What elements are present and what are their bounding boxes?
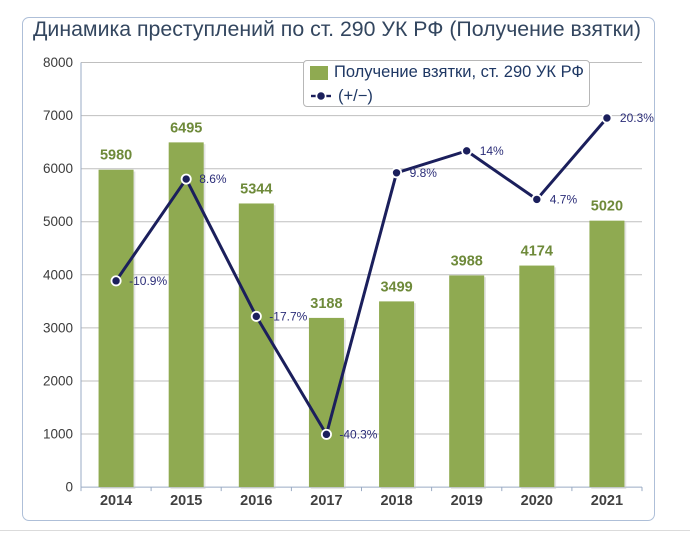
svg-text:3000: 3000 — [43, 320, 73, 335]
svg-text:3188: 3188 — [310, 296, 342, 312]
svg-text:5000: 5000 — [43, 214, 73, 229]
svg-text:2000: 2000 — [43, 374, 73, 389]
svg-text:2015: 2015 — [170, 493, 202, 509]
svg-text:-10.9%: -10.9% — [129, 274, 167, 288]
svg-text:2017: 2017 — [310, 493, 342, 509]
svg-text:20.3%: 20.3% — [620, 111, 654, 125]
svg-text:3499: 3499 — [380, 279, 412, 295]
svg-text:9.8%: 9.8% — [410, 166, 438, 180]
svg-text:4174: 4174 — [521, 244, 553, 260]
svg-text:8.6%: 8.6% — [199, 172, 227, 186]
svg-text:1000: 1000 — [43, 427, 73, 442]
svg-text:5980: 5980 — [100, 148, 132, 164]
svg-text:4000: 4000 — [43, 267, 73, 282]
svg-text:8000: 8000 — [43, 55, 73, 70]
svg-text:3988: 3988 — [451, 253, 483, 269]
svg-text:2020: 2020 — [521, 493, 553, 509]
svg-text:0: 0 — [65, 480, 73, 495]
svg-text:2019: 2019 — [451, 493, 483, 509]
svg-text:2021: 2021 — [591, 493, 623, 509]
svg-text:14%: 14% — [480, 144, 504, 158]
svg-text:5020: 5020 — [591, 199, 623, 215]
svg-text:6495: 6495 — [170, 120, 202, 136]
svg-text:2016: 2016 — [240, 493, 272, 509]
svg-text:2018: 2018 — [380, 493, 412, 509]
svg-text:-17.7%: -17.7% — [269, 309, 307, 323]
svg-text:4.7%: 4.7% — [550, 192, 578, 206]
svg-text:5344: 5344 — [240, 182, 272, 198]
svg-text:-40.3%: -40.3% — [339, 427, 377, 441]
svg-text:6000: 6000 — [43, 161, 73, 176]
svg-text:2014: 2014 — [100, 493, 132, 509]
svg-text:7000: 7000 — [43, 108, 73, 123]
